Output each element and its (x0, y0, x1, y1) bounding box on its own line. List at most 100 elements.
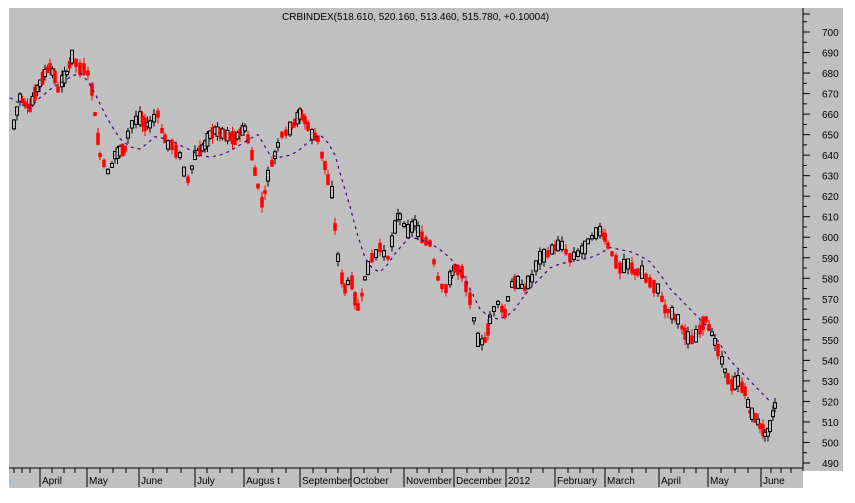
candle-body-down (726, 373, 730, 385)
candle-body-up (336, 253, 340, 262)
candle-body-down (78, 62, 82, 76)
candle-body-up (43, 68, 47, 78)
candle-body-up (178, 152, 182, 159)
candle-body-down (546, 250, 550, 258)
candle-body-up (148, 120, 152, 129)
candle-body-up (166, 140, 170, 150)
candle-body-up (273, 151, 277, 160)
candle-body-down (666, 308, 670, 314)
candle-body-up (416, 225, 420, 237)
candle-body-down (333, 223, 337, 231)
x-tick-label: March (607, 476, 635, 487)
candle-body-up (374, 249, 378, 259)
candle-body-down (606, 242, 610, 249)
candle-body-down (356, 303, 360, 311)
candle-body-up (62, 70, 67, 84)
candle-body-up (586, 238, 590, 245)
candle-body-up (15, 106, 19, 116)
candle-body-down (486, 323, 490, 336)
candle-body-up (18, 93, 22, 102)
candle-body-down (93, 112, 97, 117)
candle-body-down (753, 412, 757, 423)
x-tick-label: April (661, 476, 681, 487)
candle-body-up (520, 284, 524, 289)
candle-body-down (716, 344, 720, 357)
moving-average-path (9, 72, 771, 402)
candle-body-up (768, 420, 772, 432)
candle-body-up (594, 227, 598, 240)
candle-body-up (450, 270, 455, 276)
y-tick-label: 690 (822, 49, 839, 60)
candle-body-down (20, 98, 25, 103)
candle-body-down (156, 110, 160, 118)
candle-body-up (366, 260, 370, 276)
candle-body-up (70, 49, 74, 64)
y-tick-label: 600 (822, 233, 839, 244)
candle-body-down (23, 101, 27, 107)
candle-body-down (630, 262, 634, 274)
candle-body-up (402, 222, 406, 227)
candle-body-down (707, 324, 711, 332)
candle-body-down (758, 423, 762, 429)
candle-body-up (30, 95, 35, 106)
candles-layer (12, 49, 777, 442)
candle-body-down (250, 149, 254, 161)
candle-body-up (771, 410, 775, 418)
candle-body-down (483, 336, 487, 343)
candle-body-up (723, 368, 727, 373)
candle-body-down (67, 61, 72, 69)
candle-body-down (618, 262, 622, 274)
candle-body-down (48, 62, 52, 71)
candle-body-up (534, 260, 538, 272)
candle-body-down (86, 70, 90, 76)
x-tick-label: April (42, 476, 62, 487)
y-tick-label: 670 (822, 90, 839, 101)
candle-body-down (564, 248, 568, 255)
candle-body-up (746, 399, 750, 408)
candle-body-down (53, 71, 57, 84)
y-tick-label: 530 (822, 377, 839, 388)
candle-body-down (636, 268, 640, 276)
x-axis-ticks: April May June July Augus t September October N… (13, 468, 792, 487)
candle-body-up (130, 120, 134, 129)
candle-body-down (568, 253, 572, 263)
candle-body-down (633, 269, 637, 276)
candle-body-down (123, 145, 127, 153)
candle-body-up (398, 213, 402, 221)
candle-body-up (110, 162, 114, 168)
candle-body-down (500, 305, 504, 313)
candle-body-up (288, 121, 292, 136)
x-tick-label: September (302, 476, 352, 487)
candle-body-up (676, 314, 680, 325)
y-tick-label: 490 (822, 459, 839, 470)
candle-body-down (340, 272, 344, 285)
candle-body-down (74, 58, 78, 67)
candle-body-up (134, 115, 138, 125)
candle-body-up (382, 250, 386, 258)
candle-body-down (284, 129, 288, 136)
x-axis-cutoff-label: ı (9, 477, 12, 488)
candle-body-up (205, 132, 210, 147)
candle-body-up (363, 276, 367, 281)
candle-body-down (33, 86, 37, 101)
candle-body-down (280, 131, 284, 138)
x-tick-label: Augus t (246, 476, 280, 487)
chart-title: CRBINDEX(518.610, 520.160, 513.460, 515.… (282, 12, 549, 23)
candle-body-up (516, 275, 520, 289)
candle-body-down (698, 324, 702, 335)
candle-body-up (550, 244, 554, 255)
candle-body-up (506, 296, 510, 302)
y-tick-label: 610 (822, 213, 839, 224)
candle-body-up (276, 142, 280, 148)
candle-body-down (464, 280, 468, 293)
x-tick-label: June (141, 476, 163, 487)
x-tick-label: February (557, 476, 597, 487)
candle-body-down (353, 292, 357, 306)
candle-body-up (542, 248, 546, 263)
y-tick-label: 520 (822, 397, 839, 408)
candle-body-up (530, 274, 534, 283)
candle-body-up (686, 331, 690, 345)
candle-body-up (182, 166, 186, 177)
candle-body-down (680, 325, 684, 330)
